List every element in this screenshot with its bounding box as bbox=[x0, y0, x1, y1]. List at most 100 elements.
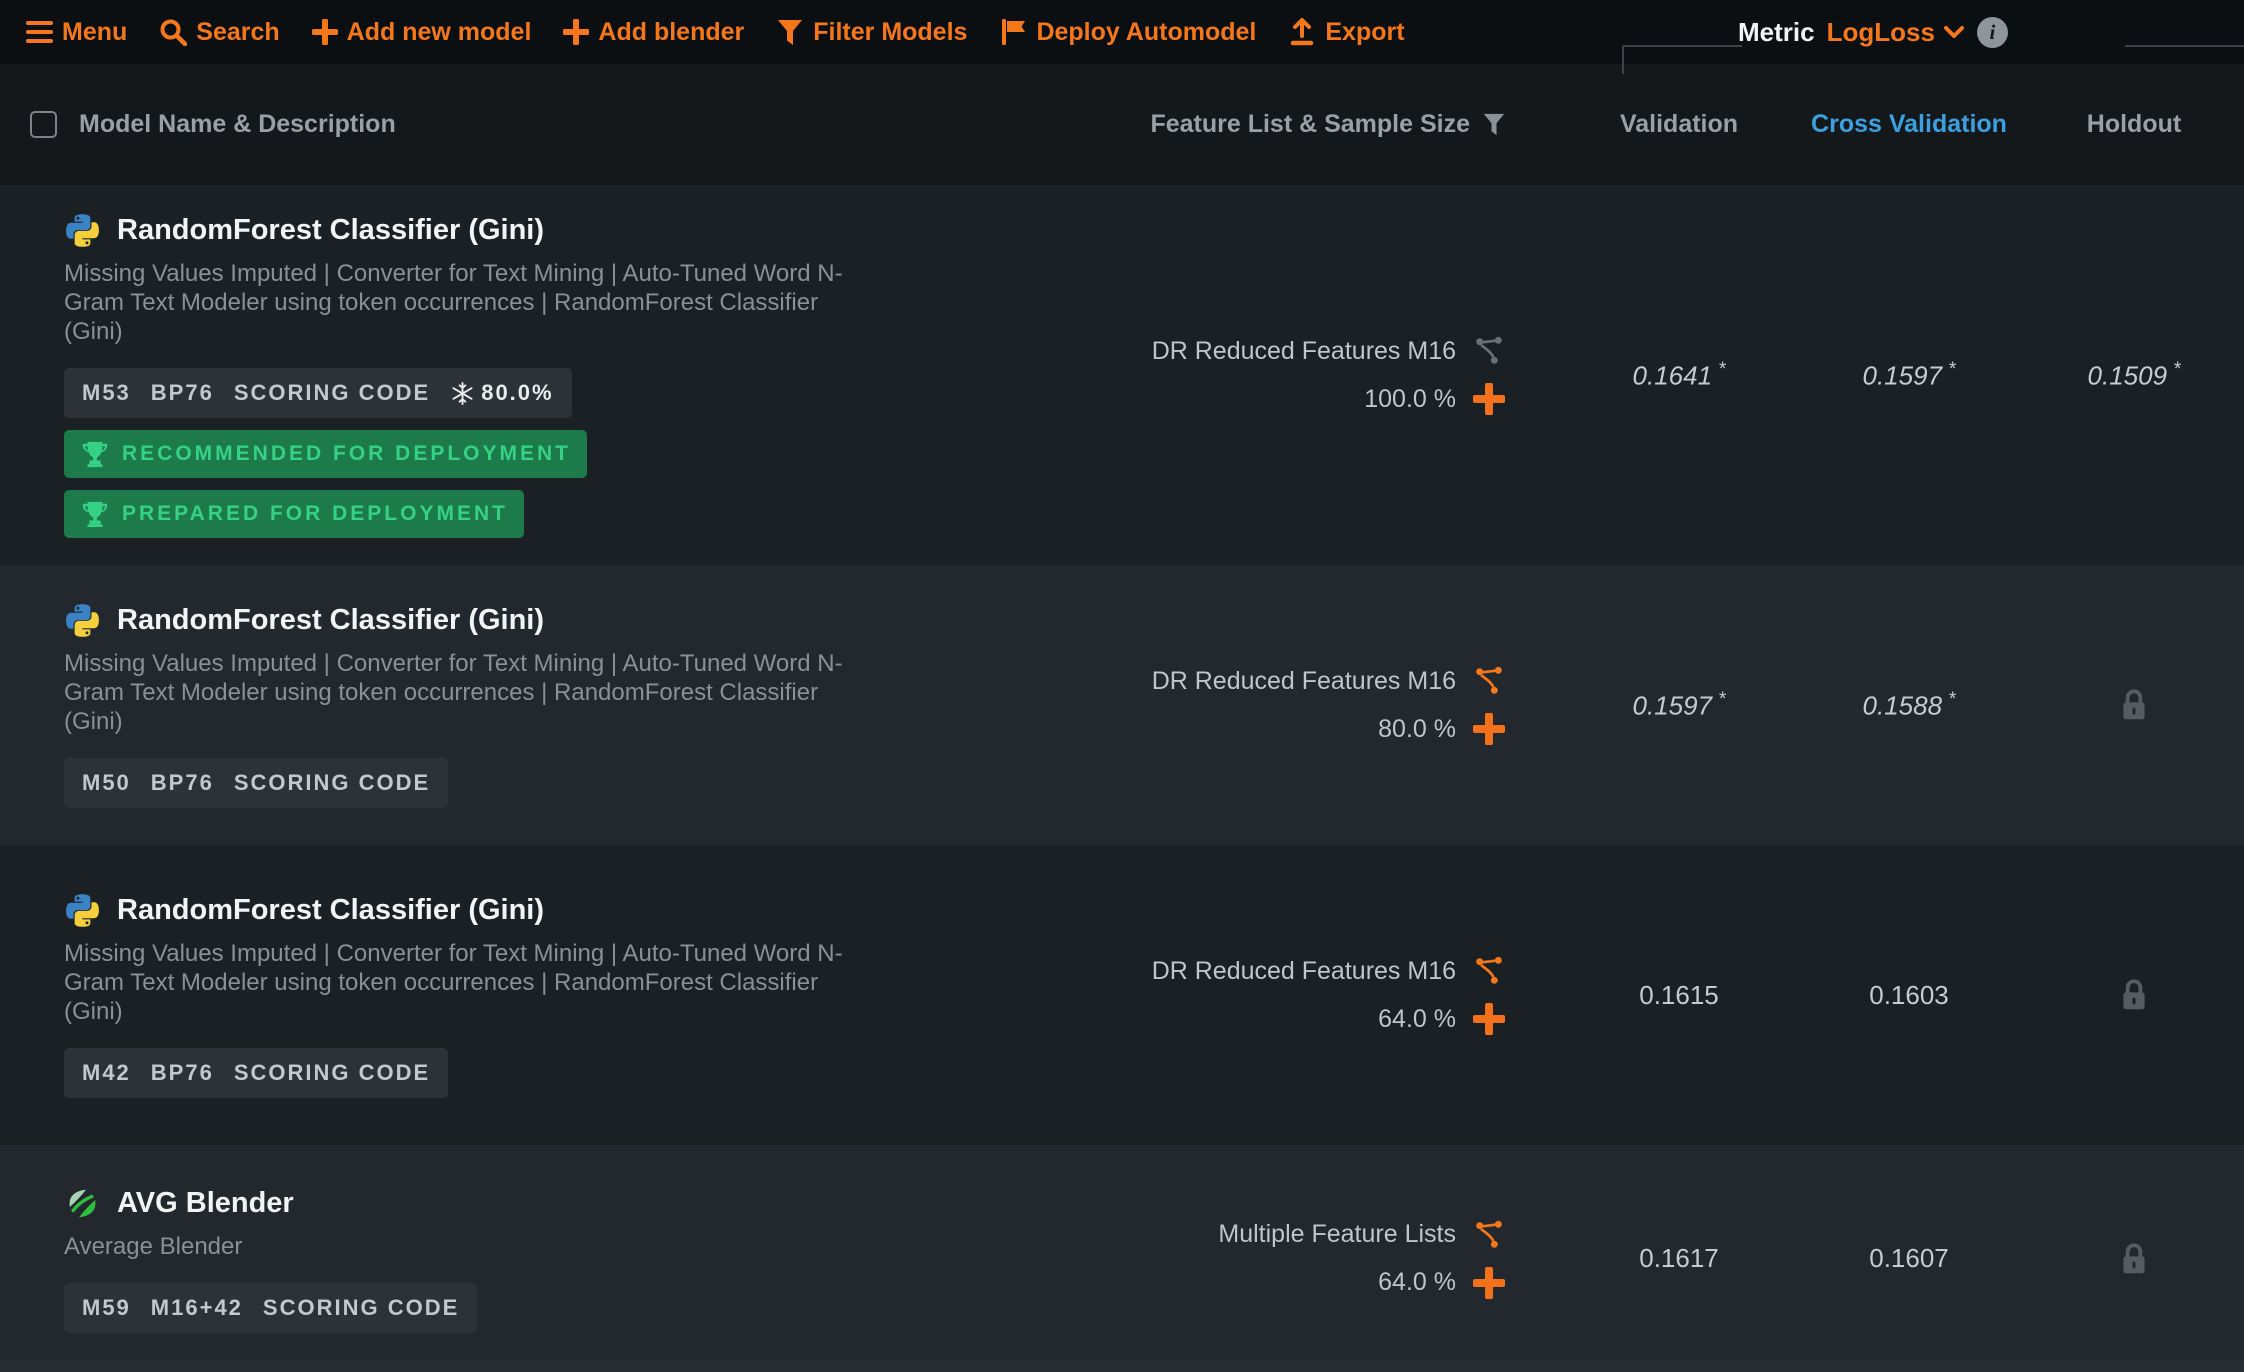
scoring-code-tag: SCORING CODE bbox=[233, 770, 431, 795]
metric-selector: Metric LogLoss i bbox=[1738, 0, 2008, 64]
search-button[interactable]: Search bbox=[159, 17, 280, 47]
cross-validation-column-header[interactable]: Cross Validation bbox=[1811, 110, 2007, 138]
top-toolbar: Menu Search Add new model Add blender Fi… bbox=[0, 0, 2244, 64]
menu-button[interactable]: Menu bbox=[26, 18, 127, 47]
holdout-column-header[interactable]: Holdout bbox=[2086, 110, 2182, 138]
add-sample-size-icon[interactable] bbox=[1472, 1266, 1506, 1300]
export-button[interactable]: Export bbox=[1288, 17, 1405, 47]
feature-list-name[interactable]: DR Reduced Features M16 bbox=[1151, 956, 1456, 985]
sample-size-value: 64.0 % bbox=[1378, 1268, 1456, 1296]
cross-validation-score: 0.1607 bbox=[1869, 1243, 1949, 1273]
star-note: * bbox=[1718, 358, 1726, 380]
search-icon bbox=[159, 18, 188, 46]
sample-size-value: 100.0 % bbox=[1364, 384, 1456, 413]
model-description: Missing Values Imputed | Converter for T… bbox=[64, 650, 843, 735]
validation-column-header[interactable]: Validation bbox=[1619, 110, 1739, 138]
model-row-m42[interactable]: RandomForest Classifier (Gini) Missing V… bbox=[0, 845, 2244, 1145]
model-name-column-header: Model Name & Description bbox=[79, 110, 396, 138]
blueprint-tag: BP76 bbox=[150, 380, 214, 405]
blueprint-tag: BP76 bbox=[150, 770, 214, 795]
python-icon bbox=[64, 602, 101, 639]
holdout-locked[interactable] bbox=[2024, 1241, 2244, 1277]
star-note: * bbox=[2173, 358, 2181, 380]
model-row-m50[interactable]: RandomForest Classifier (Gini) Missing V… bbox=[0, 565, 2244, 845]
prepared-for-deployment-badge: PREPARED FOR DEPLOYMENT bbox=[64, 490, 524, 538]
model-title[interactable]: RandomForest Classifier (Gini) bbox=[117, 604, 545, 636]
select-all-checkbox[interactable] bbox=[30, 111, 57, 138]
model-description: Average Blender bbox=[64, 1232, 243, 1260]
model-row-m59[interactable]: AVG Blender Average Blender M59 M16+42 S… bbox=[0, 1145, 2244, 1372]
metric-dropdown[interactable]: LogLoss bbox=[1827, 17, 1965, 48]
model-id-tag: M50 bbox=[82, 770, 131, 795]
search-label: Search bbox=[196, 17, 280, 46]
deploy-automodel-label: Deploy Automodel bbox=[1036, 17, 1257, 46]
filter-icon bbox=[776, 18, 804, 46]
lock-icon bbox=[2116, 687, 2152, 723]
python-icon bbox=[64, 892, 101, 929]
recommended-for-deployment-badge: RECOMMENDED FOR DEPLOYMENT bbox=[64, 430, 588, 478]
validation-score: 0.1617 bbox=[1639, 1243, 1719, 1273]
export-icon bbox=[1288, 18, 1316, 46]
feature-lineage-icon[interactable] bbox=[1472, 334, 1506, 368]
add-sample-size-icon[interactable] bbox=[1472, 712, 1506, 746]
model-tags-pill: M59 M16+42 SCORING CODE bbox=[64, 1282, 478, 1333]
model-id-tag: M53 bbox=[82, 380, 131, 405]
cross-validation-score: 0.1588 * bbox=[1862, 688, 1956, 721]
leaderboard-header-row: Model Name & Description Feature List & … bbox=[0, 64, 2244, 185]
add-blender-button[interactable]: Add blender bbox=[563, 18, 744, 47]
flag-icon bbox=[999, 18, 1027, 46]
next-row-edge bbox=[0, 1360, 2244, 1372]
add-blender-label: Add blender bbox=[598, 17, 745, 46]
info-icon[interactable]: i bbox=[1976, 16, 2008, 48]
sample-size-value: 64.0 % bbox=[1378, 1004, 1456, 1033]
plus-icon bbox=[563, 19, 590, 45]
plus-icon bbox=[311, 19, 338, 45]
blueprint-tag: M16+42 bbox=[150, 1294, 243, 1320]
holdout-score: 0.1509 * bbox=[2087, 358, 2181, 391]
chevron-down-icon bbox=[1943, 24, 1965, 40]
filter-icon[interactable] bbox=[1482, 113, 1506, 137]
model-id-tag: M42 bbox=[82, 1060, 131, 1085]
add-new-model-label: Add new model bbox=[346, 17, 532, 46]
holdout-locked[interactable] bbox=[2024, 977, 2244, 1013]
feature-list-column-header[interactable]: Feature List & Sample Size bbox=[1134, 110, 1564, 139]
frozen-pct: 80.0% bbox=[481, 380, 554, 405]
filter-models-button[interactable]: Filter Models bbox=[776, 18, 967, 47]
lock-icon bbox=[2116, 1241, 2152, 1277]
model-title[interactable]: AVG Blender bbox=[117, 1186, 294, 1219]
cross-validation-score: 0.1603 bbox=[1869, 979, 1949, 1010]
validation-score: 0.1641 * bbox=[1632, 358, 1726, 391]
trophy-icon bbox=[80, 500, 110, 528]
star-note: * bbox=[1948, 358, 1956, 380]
menu-icon bbox=[26, 19, 53, 46]
export-label: Export bbox=[1325, 17, 1405, 46]
metric-columns-bracket-left bbox=[1622, 45, 1742, 74]
model-id-tag: M59 bbox=[82, 1294, 131, 1320]
add-sample-size-icon[interactable] bbox=[1472, 1002, 1506, 1036]
model-title[interactable]: RandomForest Classifier (Gini) bbox=[117, 214, 545, 246]
model-description: Missing Values Imputed | Converter for T… bbox=[64, 940, 843, 1025]
holdout-locked[interactable] bbox=[2024, 687, 2244, 723]
scoring-code-tag: SCORING CODE bbox=[262, 1294, 460, 1320]
add-sample-size-icon[interactable] bbox=[1472, 382, 1506, 416]
add-new-model-button[interactable]: Add new model bbox=[311, 17, 532, 47]
validation-score: 0.1615 bbox=[1639, 979, 1719, 1010]
feature-list-name[interactable]: Multiple Feature Lists bbox=[1218, 1220, 1456, 1248]
model-tags-pill: M53 BP76 SCORING CODE 80.0% bbox=[64, 368, 572, 418]
feature-list-name[interactable]: DR Reduced Features M16 bbox=[1151, 336, 1456, 365]
metric-label: Metric bbox=[1738, 16, 1815, 47]
filter-models-label: Filter Models bbox=[813, 17, 968, 46]
cross-validation-score: 0.1597 * bbox=[1862, 358, 1956, 391]
scoring-code-tag: SCORING CODE bbox=[233, 380, 431, 405]
model-row-m53[interactable]: RandomForest Classifier (Gini) Missing V… bbox=[0, 185, 2244, 565]
metric-current-value: LogLoss bbox=[1826, 16, 1935, 47]
scoring-code-tag: SCORING CODE bbox=[233, 1060, 431, 1085]
feature-lineage-icon[interactable] bbox=[1472, 1218, 1506, 1252]
feature-lineage-icon[interactable] bbox=[1472, 954, 1506, 988]
python-icon bbox=[64, 212, 101, 249]
model-title[interactable]: RandomForest Classifier (Gini) bbox=[117, 894, 545, 926]
deploy-automodel-button[interactable]: Deploy Automodel bbox=[999, 18, 1256, 47]
lock-icon bbox=[2116, 977, 2152, 1013]
feature-lineage-icon[interactable] bbox=[1472, 664, 1506, 698]
feature-list-name[interactable]: DR Reduced Features M16 bbox=[1151, 666, 1456, 695]
